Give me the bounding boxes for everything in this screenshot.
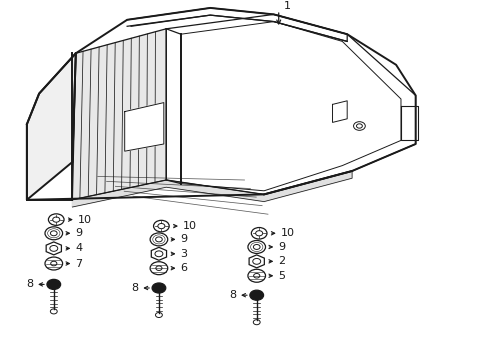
Polygon shape <box>27 8 415 200</box>
Circle shape <box>47 279 61 289</box>
Polygon shape <box>124 103 163 151</box>
Text: 8: 8 <box>131 283 138 293</box>
Polygon shape <box>166 14 415 194</box>
Text: 3: 3 <box>180 249 187 259</box>
Text: 10: 10 <box>280 228 294 238</box>
Text: 4: 4 <box>75 243 82 253</box>
Polygon shape <box>72 171 351 207</box>
Polygon shape <box>27 53 76 200</box>
Text: 8: 8 <box>26 279 33 289</box>
Text: 9: 9 <box>278 242 285 252</box>
Text: 8: 8 <box>228 290 236 300</box>
Polygon shape <box>46 242 61 255</box>
Text: 9: 9 <box>75 228 82 238</box>
Circle shape <box>152 283 165 293</box>
Text: 6: 6 <box>180 263 187 273</box>
Text: 10: 10 <box>78 215 92 225</box>
Polygon shape <box>127 8 346 41</box>
Polygon shape <box>400 106 417 140</box>
Text: 10: 10 <box>183 221 197 231</box>
Circle shape <box>249 290 263 300</box>
Text: 2: 2 <box>278 256 285 266</box>
Polygon shape <box>72 29 166 200</box>
Text: 7: 7 <box>75 258 82 269</box>
Text: 9: 9 <box>180 234 187 244</box>
Text: 5: 5 <box>278 271 285 281</box>
Text: 1: 1 <box>283 1 290 12</box>
Polygon shape <box>151 247 166 260</box>
Polygon shape <box>248 255 264 268</box>
